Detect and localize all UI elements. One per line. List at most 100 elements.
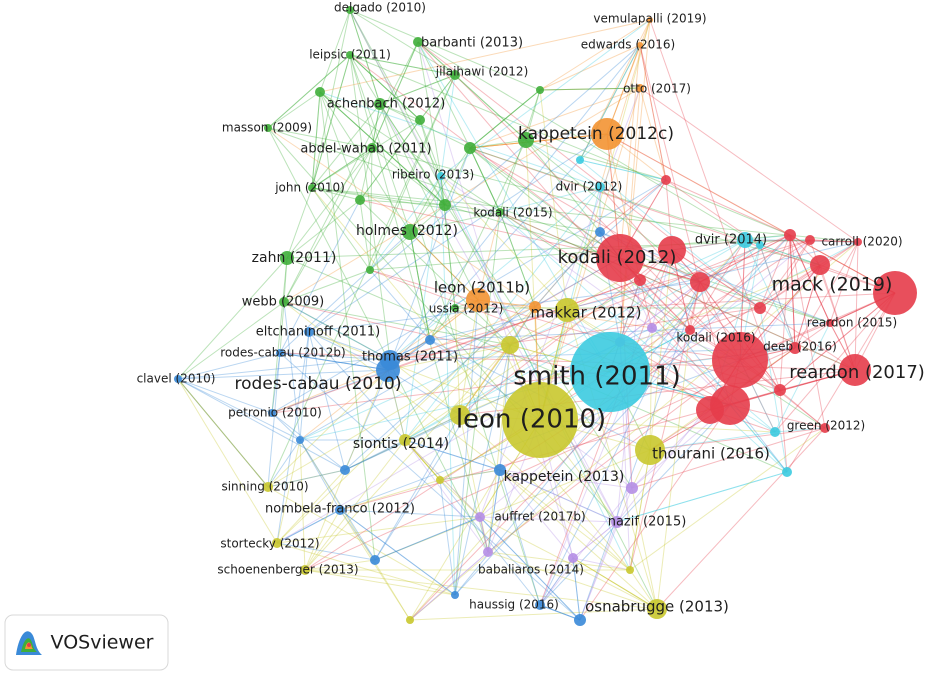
edge <box>631 427 826 489</box>
node-label: nazif (2015) <box>608 515 687 530</box>
edge <box>539 557 574 606</box>
edge <box>279 352 389 371</box>
edge <box>789 234 826 429</box>
edge <box>606 133 896 294</box>
edge <box>409 231 431 341</box>
node <box>611 516 623 528</box>
edge <box>387 279 641 371</box>
edge <box>177 378 269 488</box>
edge <box>649 431 776 451</box>
edge <box>499 211 788 473</box>
node-label: delgado (2010) <box>334 1 426 15</box>
edge <box>349 9 541 91</box>
edge <box>267 127 536 308</box>
edge <box>279 301 285 354</box>
edge <box>639 87 859 243</box>
edge <box>304 569 456 596</box>
edge <box>311 147 373 189</box>
edge <box>469 139 527 149</box>
edge <box>440 175 653 329</box>
node <box>464 142 476 154</box>
node-label: haussig (2016) <box>469 598 559 612</box>
edge <box>339 509 376 561</box>
edge <box>286 187 313 259</box>
edge <box>487 469 501 553</box>
edge <box>177 301 285 380</box>
edge <box>339 509 456 596</box>
edge <box>349 9 456 76</box>
node <box>475 512 485 522</box>
nodes <box>174 6 917 626</box>
edge <box>789 234 796 349</box>
edge <box>759 264 821 309</box>
edge <box>311 187 631 571</box>
edge <box>304 559 376 571</box>
edge <box>759 239 811 309</box>
edge <box>789 234 796 349</box>
node-label: nombela-franco (2012) <box>265 502 415 517</box>
edge <box>374 449 651 561</box>
edge <box>454 307 461 416</box>
edge <box>487 551 658 610</box>
edge <box>404 279 641 441</box>
node-label: thourani (2016) <box>652 445 770 463</box>
edge <box>311 187 859 243</box>
edge <box>339 509 481 518</box>
node-label: osnabrugge (2013) <box>585 598 729 616</box>
node <box>450 405 470 425</box>
edge <box>304 344 511 571</box>
edge <box>779 234 791 391</box>
edge <box>308 44 641 333</box>
edge <box>525 139 601 233</box>
edge <box>319 91 446 206</box>
node <box>304 327 314 337</box>
edge <box>311 119 421 189</box>
edge <box>539 604 581 621</box>
logo-text: VOSviewer <box>51 632 154 654</box>
node <box>685 325 695 335</box>
edge <box>439 469 501 481</box>
edge <box>267 439 301 488</box>
edge <box>311 54 351 189</box>
edge <box>440 175 568 311</box>
edge <box>619 281 701 343</box>
edge <box>349 9 658 610</box>
edge <box>759 234 791 309</box>
node <box>754 302 766 314</box>
edge <box>349 54 391 361</box>
edge <box>374 516 481 561</box>
edge <box>599 179 667 233</box>
edge <box>283 87 641 303</box>
node <box>501 336 519 354</box>
node-label: smith (2011) <box>513 362 681 392</box>
edge <box>267 54 351 129</box>
edge <box>579 159 761 309</box>
edge <box>267 249 673 488</box>
edge <box>759 244 821 266</box>
edge <box>469 147 501 213</box>
edge <box>359 199 446 206</box>
edge <box>525 139 601 188</box>
edge <box>311 103 381 189</box>
edge <box>267 469 346 488</box>
edge <box>689 307 761 331</box>
edge <box>539 87 641 91</box>
edge <box>639 279 691 331</box>
edge <box>308 331 406 441</box>
edge <box>417 41 731 406</box>
edge <box>439 479 481 518</box>
edge <box>629 449 651 571</box>
edge <box>744 239 859 243</box>
node <box>770 427 780 437</box>
edge <box>319 91 411 233</box>
edge <box>177 344 511 380</box>
edge <box>177 369 389 380</box>
edge <box>271 412 346 471</box>
edge <box>267 91 321 129</box>
edge <box>409 231 479 301</box>
node-label: kodali (2016) <box>676 331 755 345</box>
edge <box>349 54 381 105</box>
edge <box>440 175 631 571</box>
edge <box>444 147 471 206</box>
node <box>439 199 451 211</box>
